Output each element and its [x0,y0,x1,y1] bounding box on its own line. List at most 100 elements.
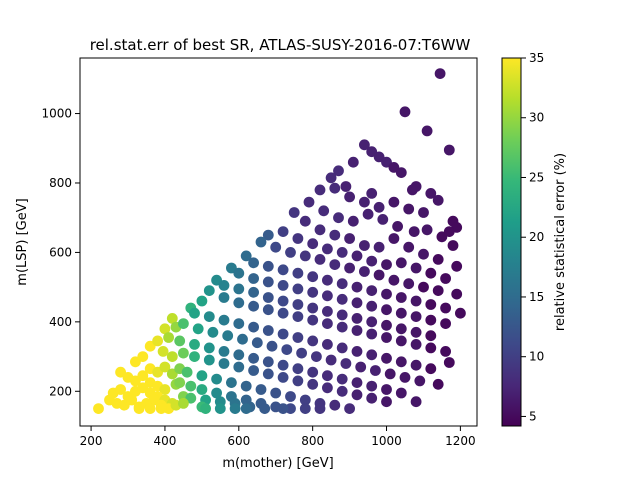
colorbar-ticks: 5 10 15 20 25 30 35 [521,51,544,423]
data-point [262,356,274,368]
data-point [285,247,296,258]
data-point [93,403,104,414]
colorbar-tick-label: 15 [529,290,544,304]
data-point [440,318,451,329]
data-point [203,342,215,354]
data-point [388,196,400,208]
data-point [351,389,363,401]
data-point [392,221,403,232]
data-point [414,375,426,387]
y-axis: 200 400 600 800 1000 [41,107,80,398]
data-point [159,323,171,335]
data-point [240,403,252,414]
data-point [381,304,392,316]
data-point [281,344,293,355]
data-point [351,250,363,262]
data-point [296,347,307,359]
data-point [233,349,245,361]
data-point [240,380,252,392]
data-point [174,377,186,388]
data-point [277,226,289,238]
data-point [344,191,355,203]
data-point [307,314,319,326]
data-point [192,323,204,335]
data-point [395,356,407,368]
data-point [237,333,248,345]
data-point [395,323,407,335]
data-point [115,384,126,395]
data-point [351,313,363,324]
data-point [440,273,451,284]
data-point [159,384,171,395]
x-tick-label: 1200 [445,434,476,448]
data-point [288,207,300,218]
data-point [292,363,304,375]
data-point [292,311,304,322]
data-point [381,332,392,343]
data-point [333,212,344,224]
data-point [336,309,348,321]
data-point [451,288,463,300]
data-point [395,335,407,347]
data-point [233,297,245,309]
data-point [157,346,169,357]
data-point [214,403,226,414]
data-point [366,380,378,392]
data-point [322,274,333,286]
data-point [336,278,348,290]
data-point [351,297,363,309]
data-point [322,318,333,329]
data-point [178,347,189,359]
data-point [443,357,455,368]
data-point [381,319,392,331]
data-point [418,207,429,218]
data-point [159,361,171,373]
data-point [203,354,215,366]
data-point [137,370,149,382]
data-point [251,337,263,349]
y-axis-label: m(LSP) [GeV] [15,198,30,285]
data-point [262,229,274,241]
data-point [270,241,282,253]
data-point [366,285,378,296]
data-point [307,378,319,390]
data-point [307,335,319,347]
colorbar-gradient [501,57,522,427]
data-point [399,372,411,383]
data-point [233,361,245,373]
data-point [351,325,363,336]
data-point [262,368,274,380]
data-point [255,236,267,248]
data-point [314,184,326,196]
data-point [366,349,378,361]
data-point [373,241,385,253]
data-point [395,307,407,319]
y-tick-label: 800 [49,176,72,190]
data-point [222,330,234,342]
colorbar-tick-label: 35 [529,51,544,65]
data-point [277,403,289,414]
data-point [373,269,385,281]
data-point [133,403,145,414]
data-point [178,398,189,409]
data-point [155,403,167,414]
data-point [347,156,359,168]
data-point [381,352,392,364]
data-point [318,205,330,217]
data-point [307,238,319,250]
data-point [314,403,326,414]
data-point [359,240,370,251]
data-point [233,267,245,279]
data-point [196,384,208,395]
data-point [425,314,437,326]
data-point [410,262,422,274]
data-point [410,295,422,307]
data-point [344,403,355,414]
x-tick-label: 400 [153,434,176,448]
data-point [425,299,437,310]
data-point [395,167,407,179]
data-point [292,299,304,310]
data-point [248,286,259,298]
data-point [384,368,396,380]
data-point [189,307,200,319]
